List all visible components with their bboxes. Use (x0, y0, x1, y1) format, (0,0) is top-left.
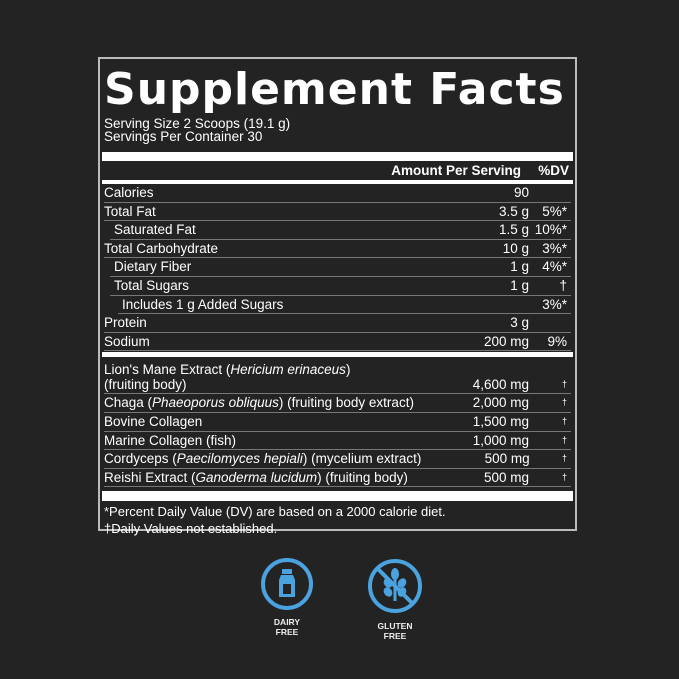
ingredient-latin-name: Phaeoporus obliquus (152, 395, 279, 411)
ingredient-amount: 4,600 mg (472, 377, 529, 393)
ingredient-label: Cordyceps ( (104, 451, 177, 467)
ingredient-name: Marine Collagen (fish) (104, 432, 419, 450)
nutrient-row: Total Fat 3.5 g 5%* (104, 203, 571, 222)
nutrient-row: Saturated Fat 1.5 g 10%* (110, 221, 571, 240)
ingredient-label: Bovine Collagen (104, 413, 203, 429)
ingredient-amount: 2,000 mg (472, 395, 529, 411)
nutrient-dv: 5%* (542, 203, 567, 219)
ingredient-note: ) (mycelium extract) (302, 451, 422, 467)
nutrient-amount: 1.5 g (498, 222, 529, 238)
no-wheat-icon (368, 559, 422, 613)
nutrient-row: Calories 90 (104, 184, 571, 203)
ingredient-name: Bovine Collagen (104, 413, 419, 431)
ingredients-list: Lion's Mane Extract (Hericium erinaceus)… (104, 357, 571, 488)
ingredient-amount: 1,500 mg (472, 413, 529, 429)
ingredient-amount: 500 mg (484, 451, 530, 467)
supplement-facts-label: Supplement Facts Serving Size 2 Scoops (… (98, 57, 577, 536)
nutrient-name: Total Sugars (114, 277, 190, 293)
nutrient-name: Calories (104, 185, 154, 200)
dv-header: %DV (538, 163, 569, 178)
divider (102, 152, 573, 161)
badge-label: GLUTEN (377, 621, 413, 631)
ingredient-label: Lion's Mane Extract ( (104, 362, 231, 378)
nutrient-amount: 200 mg (483, 333, 529, 349)
nutrient-row: Total Sugars 1 g † (110, 277, 571, 296)
badge-label: FREE (275, 627, 299, 637)
footnote-dagger: †Daily Values not established. (104, 521, 278, 537)
nutrient-amount: 3 g (510, 315, 529, 331)
nutrient-amount: 90 (513, 185, 529, 200)
dairy-free-badge: DAIRY FREE (258, 557, 316, 637)
badge-label: DAIRY (273, 617, 301, 627)
nutrient-row: Total Carbohydrate 10 g 3%* (104, 240, 571, 259)
divider (102, 491, 573, 502)
nutrient-name: Saturated Fat (114, 222, 196, 238)
ingredient-row: Reishi Extract (Ganoderma lucidum) (frui… (104, 469, 571, 488)
ingredient-name: Chaga (Phaeoporus obliquus) (fruiting bo… (104, 394, 419, 412)
badge-label: FREE (383, 631, 407, 641)
serving-size: Serving Size 2 Scoops (19.1 g) (104, 116, 291, 131)
nutrient-name: Includes 1 g Added Sugars (122, 296, 284, 312)
nutrient-dv: 3%* (542, 240, 567, 256)
ingredient-note: ) (fruiting body extract) (278, 395, 414, 411)
ingredient-dv: † (561, 471, 567, 482)
nutrient-amount: 1 g (510, 259, 529, 275)
nutrient-amount: 3.5 g (498, 203, 529, 219)
ingredient-row: Bovine Collagen 1,500 mg † (104, 413, 571, 432)
nutrient-dv: 4%* (542, 259, 567, 275)
ingredient-dv: † (561, 453, 567, 464)
nutrient-row: Dietary Fiber 1 g 4%* (110, 258, 571, 277)
ingredient-label: Chaga ( (104, 395, 153, 411)
nutrient-row: Protein 3 g (104, 314, 571, 333)
servings-per-container: Servings Per Container 30 (104, 129, 263, 144)
nutrient-name: Dietary Fiber (114, 259, 192, 275)
nutrient-name: Sodium (104, 333, 150, 349)
nutrient-row: Includes 1 g Added Sugars 3%* (118, 296, 571, 315)
ingredient-row: Chaga (Phaeoporus obliquus) (fruiting bo… (104, 394, 571, 413)
divider (102, 352, 573, 358)
ingredient-name: Cordyceps (Paecilomyces hepiali) (myceli… (104, 450, 421, 468)
label-title: Supplement Facts (104, 64, 565, 115)
ingredient-row: Lion's Mane Extract (Hericium erinaceus)… (104, 357, 571, 395)
nutrient-dv: 3%* (542, 296, 567, 312)
ingredient-note: ) (345, 362, 351, 378)
ingredient-name: Reishi Extract (Ganoderma lucidum) (frui… (104, 469, 419, 487)
ingredient-amount: 1,000 mg (472, 432, 529, 448)
ingredient-dv: † (561, 397, 567, 408)
ingredient-note: (fruiting body) (104, 377, 187, 393)
ingredient-amount: 500 mg (483, 469, 529, 485)
nutrients-list: Calories 90 Total Fat 3.5 g 5%* Saturated Fat… (104, 184, 571, 352)
ingredient-latin-name: Paecilomyces hepiali (176, 451, 303, 467)
ingredient-name: Lion's Mane Extract (Hericium erinaceus)… (104, 362, 419, 392)
gluten-free-badge: GLUTEN FREE (366, 557, 424, 641)
amount-header: Amount Per Serving (391, 163, 521, 178)
nutrient-dv: 10%* (534, 222, 567, 238)
nutrient-name: Total Fat (104, 203, 156, 219)
ingredient-note: ) (fruiting body) (317, 469, 408, 485)
nutrient-amount: 1 g (510, 277, 529, 293)
ingredient-row: Cordyceps (Paecilomyces hepiali) (myceli… (104, 450, 571, 469)
ingredient-row: Marine Collagen (fish) 1,000 mg † (104, 432, 571, 451)
footnote-dv: *Percent Daily Value (DV) are based on a… (104, 504, 446, 520)
divider (102, 180, 573, 184)
nutrient-name: Protein (104, 315, 147, 331)
ingredient-latin-name: Ganoderma lucidum (195, 469, 318, 485)
footnotes: *Percent Daily Value (DV) are based on a… (104, 503, 571, 537)
nutrient-dv: † (559, 277, 567, 293)
milk-bottle-icon (261, 558, 313, 610)
ingredient-label: Marine Collagen (fish) (104, 432, 237, 448)
nutrient-dv: 9% (547, 333, 567, 349)
nutrient-row: Sodium 200 mg 9% (104, 333, 571, 352)
column-header: Amount Per Serving %DV (104, 162, 571, 180)
ingredient-dv: † (561, 434, 567, 445)
nutrient-amount: 10 g (502, 240, 529, 256)
ingredient-dv: † (561, 415, 567, 426)
ingredient-latin-name: Hericium erinaceus (230, 362, 346, 378)
nutrient-name: Total Carbohydrate (104, 240, 219, 256)
ingredient-dv: † (561, 379, 567, 390)
ingredient-label: Reishi Extract ( (104, 469, 196, 485)
